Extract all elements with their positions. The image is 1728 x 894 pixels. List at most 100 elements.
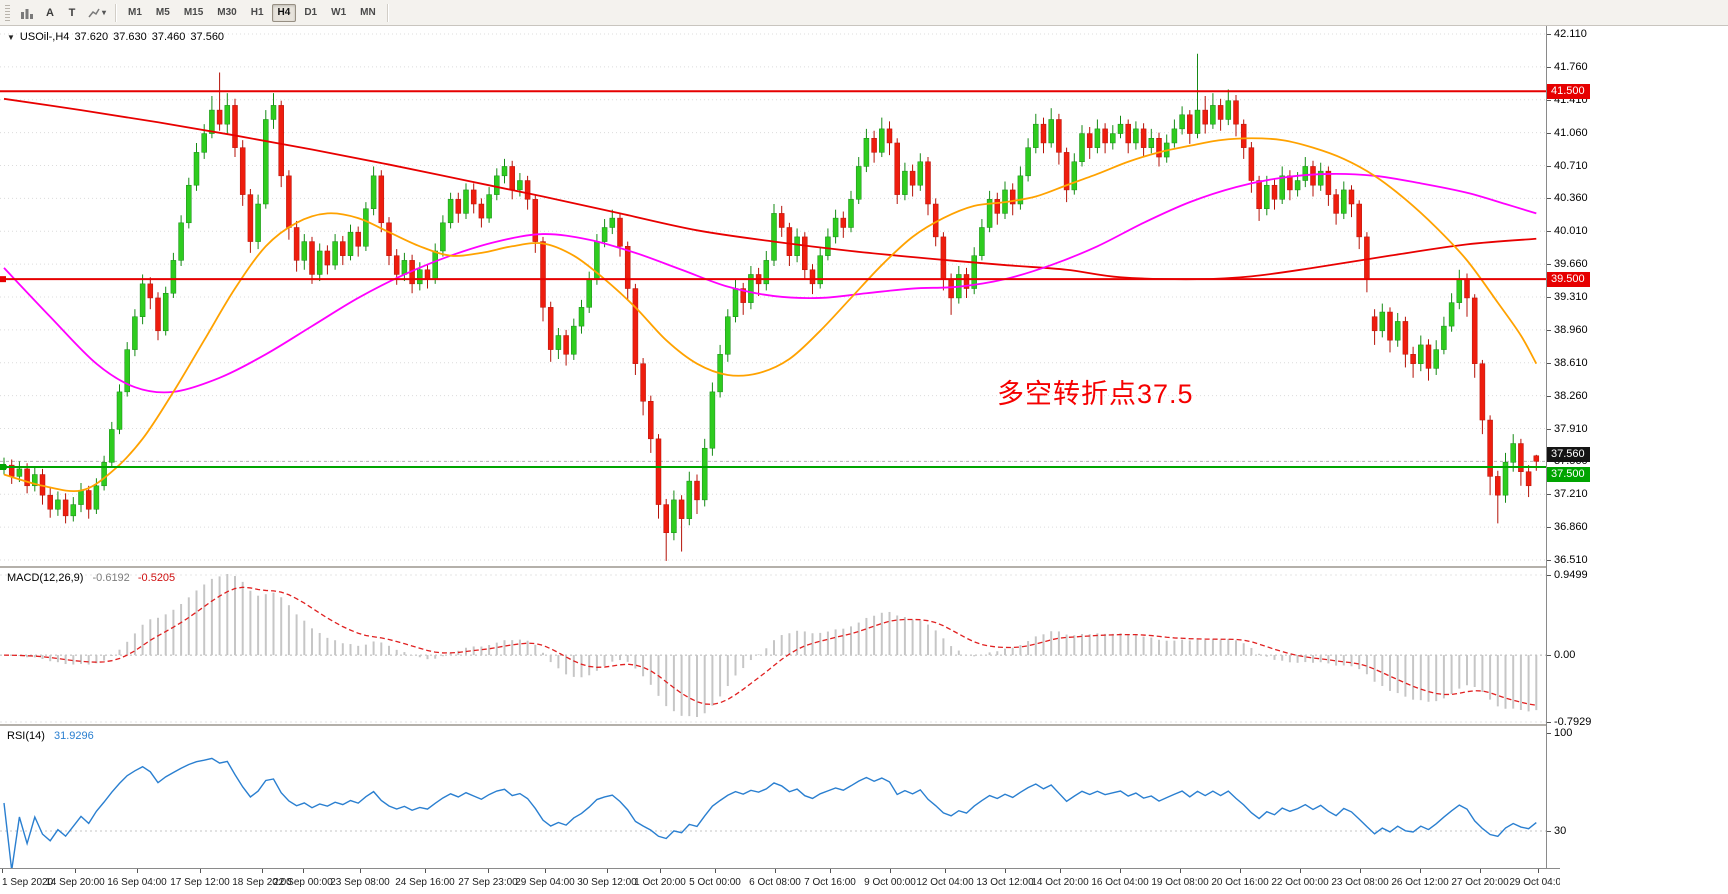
bull-candle [1094, 128, 1101, 148]
bull-candle [109, 429, 115, 463]
bear-candle [155, 297, 161, 332]
price-tag-37.500[interactable]: 37.500 [1547, 467, 1590, 482]
charts-toolbar-icon[interactable] [16, 3, 38, 23]
macd-main-value: -0.6192 [92, 572, 130, 584]
time-axis-label: 22 Oct 00:00 [1271, 877, 1329, 888]
axis-tick [1547, 527, 1551, 529]
bear-candle [1156, 138, 1162, 158]
axis-tick [1547, 574, 1551, 576]
high-value: 37.630 [113, 31, 147, 43]
low-value: 37.460 [151, 31, 186, 43]
bull-candle [986, 199, 993, 228]
bull-candle [709, 391, 716, 449]
timeframe-m5[interactable]: M5 [150, 4, 176, 22]
axis-tick [890, 869, 891, 873]
bear-candle [147, 283, 154, 299]
bear-candle [1187, 114, 1193, 134]
price-axis-label: 38.960 [1554, 323, 1588, 336]
bear-candle [293, 227, 300, 261]
axis-tick [1538, 869, 1539, 873]
rsi-chart[interactable] [0, 726, 1546, 868]
time-axis-label: 14 Sep 20:00 [45, 877, 105, 888]
bull-candle [817, 255, 823, 285]
axis-tick [1360, 869, 1361, 873]
time-axis-label: 30 Sep 12:00 [577, 877, 637, 888]
bear-candle [1086, 133, 1093, 148]
price-tag-39.500[interactable]: 39.500 [1547, 272, 1590, 288]
axis-tick [1240, 869, 1241, 873]
objects-dropdown-button[interactable]: ▾ [84, 3, 110, 23]
axis-tick [1547, 198, 1551, 200]
bull-candle [1279, 175, 1285, 200]
timeframe-m15[interactable]: M15 [178, 4, 209, 22]
macd-signal-line [3, 586, 1537, 706]
timeframe-h1[interactable]: H1 [245, 4, 270, 22]
panel-separator[interactable] [0, 724, 1728, 726]
bear-candle [532, 199, 539, 242]
timeframe-d1[interactable]: D1 [298, 4, 323, 22]
axis-tick [1547, 66, 1551, 68]
bull-candle [917, 161, 924, 186]
axis-tick [945, 869, 946, 873]
bear-candle [1140, 128, 1147, 148]
macd-chart[interactable] [0, 568, 1546, 724]
bear-candle [940, 236, 947, 280]
time-axis-label: 24 Sep 16:00 [395, 877, 455, 888]
axis-tick [775, 869, 776, 873]
price-axis-label: 41.060 [1554, 126, 1588, 139]
price-axis-label: 39.660 [1554, 258, 1588, 271]
bear-candle [1310, 166, 1316, 186]
axis-tick [1547, 428, 1551, 430]
time-axis[interactable]: 1 Sep 2020 14 Sep 20:00 16 Sep 04:00 17 Sep… [0, 868, 1560, 894]
bull-candle [1133, 128, 1139, 144]
price-axis[interactable]: 42.110 41.760 41.410 41.060 40.710 40.360 40.0… [1546, 26, 1728, 868]
bull-candle [732, 288, 739, 317]
bear-candle [47, 494, 53, 510]
bear-candle [1240, 123, 1247, 148]
axis-tick [1547, 655, 1551, 657]
timeframe-m1[interactable]: M1 [122, 4, 148, 22]
bear-candle [655, 438, 662, 505]
timeframe-mn[interactable]: MN [354, 4, 382, 22]
axis-tick [488, 869, 489, 873]
bear-candle [386, 222, 392, 256]
bear-candle [948, 278, 954, 299]
bear-candle [1425, 344, 1432, 369]
bear-candle [286, 175, 292, 228]
price-chart[interactable] [0, 26, 1546, 566]
arrow-tool-button[interactable]: A [40, 3, 60, 23]
chart-text-annotation[interactable]: 多空转折点37.5 [997, 379, 1194, 409]
bull-candle [578, 307, 585, 327]
timeframe-w1[interactable]: W1 [325, 4, 352, 22]
axis-tick [2, 869, 3, 873]
hline-handle[interactable] [0, 464, 6, 471]
trendline-icon [88, 8, 100, 17]
hline-handle[interactable] [0, 276, 6, 283]
timeframe-m30[interactable]: M30 [211, 4, 242, 22]
bear-candle [247, 194, 254, 242]
price-tag-41.500[interactable]: 41.500 [1547, 84, 1590, 100]
bear-candle [994, 199, 1001, 214]
time-axis-label: 7 Oct 16:00 [804, 877, 856, 888]
bear-candle [802, 236, 808, 271]
one-click-trading-toggle[interactable]: ▼ [7, 33, 15, 42]
toolbar: A T ▾ M1 M5 M15 M30 H1 H4 D1 W1 MN [0, 0, 1728, 26]
bull-candle [971, 255, 977, 289]
axis-tick [1547, 165, 1551, 167]
rsi-value: 31.9296 [53, 730, 94, 742]
bear-candle [393, 255, 400, 275]
bull-candle [170, 260, 177, 294]
close-value: 37.560 [190, 31, 225, 43]
bull-candle [1110, 133, 1116, 144]
text-tool-button[interactable]: T [62, 3, 82, 23]
time-axis-label: 23 Sep 08:00 [330, 877, 390, 888]
time-axis-label: 12 Oct 04:00 [916, 877, 974, 888]
bull-candle [1079, 133, 1085, 162]
axis-tick [1547, 395, 1551, 397]
timeframe-h4[interactable]: H4 [271, 3, 297, 22]
macd-indicator-label: MACD(12,26,9) -0.6192 -0.5205 [7, 572, 175, 584]
toolbar-grip[interactable] [5, 4, 10, 21]
bear-candle [216, 109, 223, 125]
time-axis-label: 27 Sep 23:00 [458, 877, 518, 888]
panel-separator[interactable] [0, 566, 1728, 568]
